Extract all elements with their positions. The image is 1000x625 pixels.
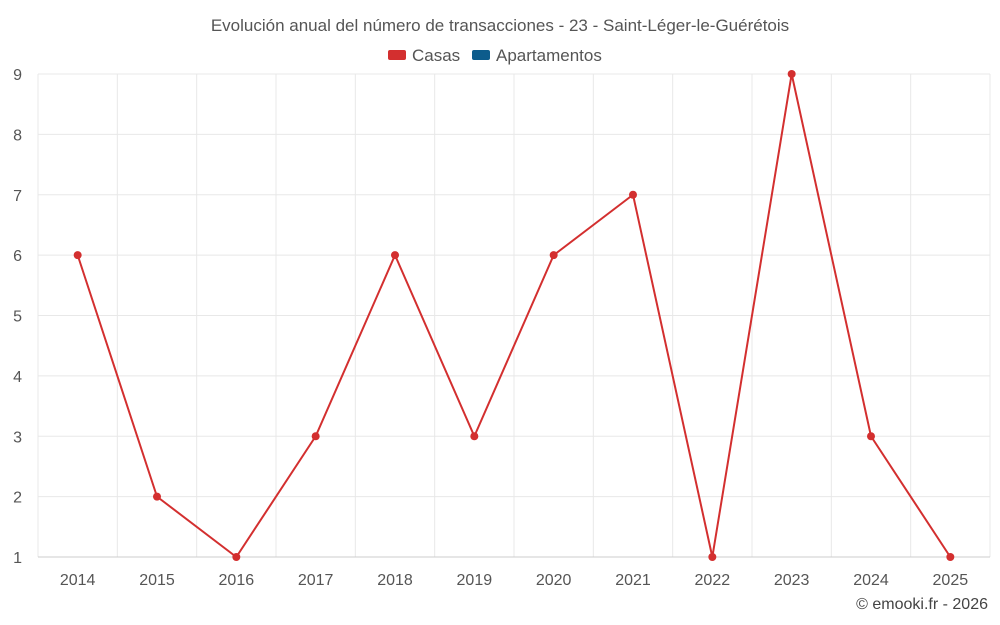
data-point[interactable] [470, 432, 479, 441]
data-point[interactable] [549, 251, 558, 260]
legend-swatch-casas[interactable] [388, 50, 406, 60]
x-tick-label: 2017 [298, 572, 334, 589]
x-tick-label: 2021 [615, 572, 651, 589]
x-tick-label: 2022 [695, 572, 731, 589]
y-tick-label: 2 [13, 490, 22, 507]
x-tick-label: 2025 [933, 572, 969, 589]
y-tick-label: 5 [13, 309, 22, 326]
series-casas [73, 70, 955, 561]
legend[interactable]: Casas Apartamentos [388, 46, 602, 65]
legend-swatch-apartamentos[interactable] [472, 50, 490, 60]
y-tick-label: 8 [13, 127, 22, 144]
chart-title: Evolución anual del número de transaccio… [211, 16, 789, 35]
credit-text: © emooki.fr - 2026 [856, 596, 988, 613]
y-axis-ticks: 1 2 3 4 5 6 7 8 9 [13, 67, 22, 567]
y-tick-label: 6 [13, 248, 22, 265]
data-point[interactable] [787, 70, 796, 78]
x-tick-label: 2014 [60, 572, 96, 589]
data-point[interactable] [391, 251, 399, 260]
data-point[interactable] [153, 492, 161, 501]
x-tick-label: 2024 [853, 572, 889, 589]
y-tick-label: 3 [13, 429, 22, 446]
legend-label-apartamentos[interactable]: Apartamentos [496, 46, 602, 65]
grid [37, 73, 991, 558]
x-tick-label: 2020 [536, 572, 572, 589]
data-point[interactable] [708, 553, 717, 561]
x-tick-label: 2016 [219, 572, 255, 589]
x-tick-label: 2023 [774, 572, 810, 589]
data-point[interactable] [311, 432, 320, 441]
series-line [76, 73, 952, 558]
y-tick-label: 7 [13, 188, 22, 205]
x-tick-label: 2015 [139, 572, 175, 589]
y-tick-label: 4 [13, 369, 22, 386]
data-point[interactable] [232, 553, 241, 561]
data-point[interactable] [73, 251, 82, 260]
x-axis-ticks: 2014 2015 2016 2017 2018 2019 2020 2021 2022 2023… [60, 572, 968, 589]
y-tick-label: 1 [13, 550, 22, 567]
data-point[interactable] [629, 190, 637, 199]
data-point[interactable] [946, 553, 955, 561]
x-tick-label: 2019 [457, 572, 493, 589]
x-tick-label: 2018 [377, 572, 413, 589]
y-tick-label: 9 [13, 67, 22, 84]
data-point[interactable] [867, 432, 875, 441]
legend-label-casas[interactable]: Casas [412, 46, 460, 65]
